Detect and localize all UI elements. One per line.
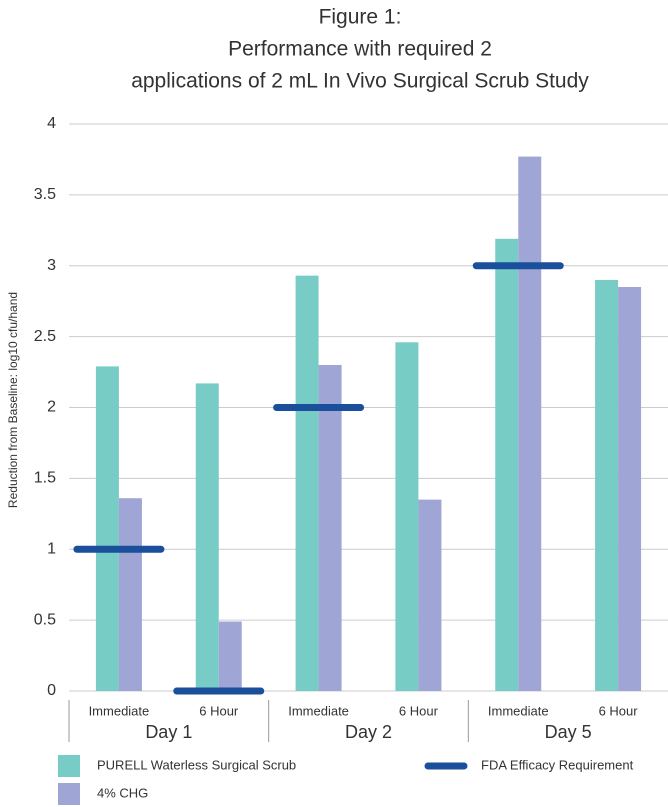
bar — [418, 499, 442, 691]
chart-title: applications of 2 mL In Vivo Surgical Sc… — [131, 70, 589, 93]
bar — [295, 275, 319, 691]
y-tick-label: 0 — [47, 682, 56, 699]
y-tick-label: 2 — [47, 399, 56, 416]
bar — [595, 279, 619, 691]
bar — [618, 287, 642, 691]
y-tick-label: 3 — [47, 257, 56, 274]
group-label: Day 5 — [545, 722, 592, 742]
y-tick-label: 1.5 — [34, 470, 56, 487]
legend-label: 4% CHG — [97, 785, 148, 800]
y-tick-label: 0.5 — [34, 611, 56, 628]
y-axis-label: Reduction from Baseline: log10 cfu/hand — [6, 292, 20, 508]
legend-swatch — [58, 755, 80, 777]
bar — [118, 498, 142, 691]
group-label: Day 2 — [345, 722, 392, 742]
bar — [495, 238, 519, 691]
bar — [195, 383, 219, 691]
legend-swatch — [58, 783, 80, 805]
x-tick-label: 6 Hour — [599, 703, 639, 718]
chart-title: Performance with required 2 — [228, 38, 492, 61]
x-tick-label: Immediate — [488, 703, 549, 718]
legend-label: PURELL Waterless Surgical Scrub — [97, 757, 296, 772]
y-tick-label: 3.5 — [34, 186, 56, 203]
y-tick-label: 2.5 — [34, 328, 56, 345]
legend-label: FDA Efficacy Requirement — [481, 757, 634, 772]
chart-title: Figure 1: — [319, 6, 402, 29]
group-label: Day 1 — [145, 722, 192, 742]
bar — [318, 364, 342, 691]
bar — [218, 621, 242, 691]
x-tick-label: Immediate — [89, 703, 150, 718]
bar — [95, 366, 119, 691]
x-tick-label: 6 Hour — [399, 703, 439, 718]
bar — [395, 342, 419, 691]
y-tick-label: 1 — [47, 540, 56, 557]
x-tick-label: Immediate — [288, 703, 349, 718]
bar — [518, 156, 542, 692]
x-tick-label: 6 Hour — [199, 703, 239, 718]
y-tick-label: 4 — [47, 115, 56, 132]
